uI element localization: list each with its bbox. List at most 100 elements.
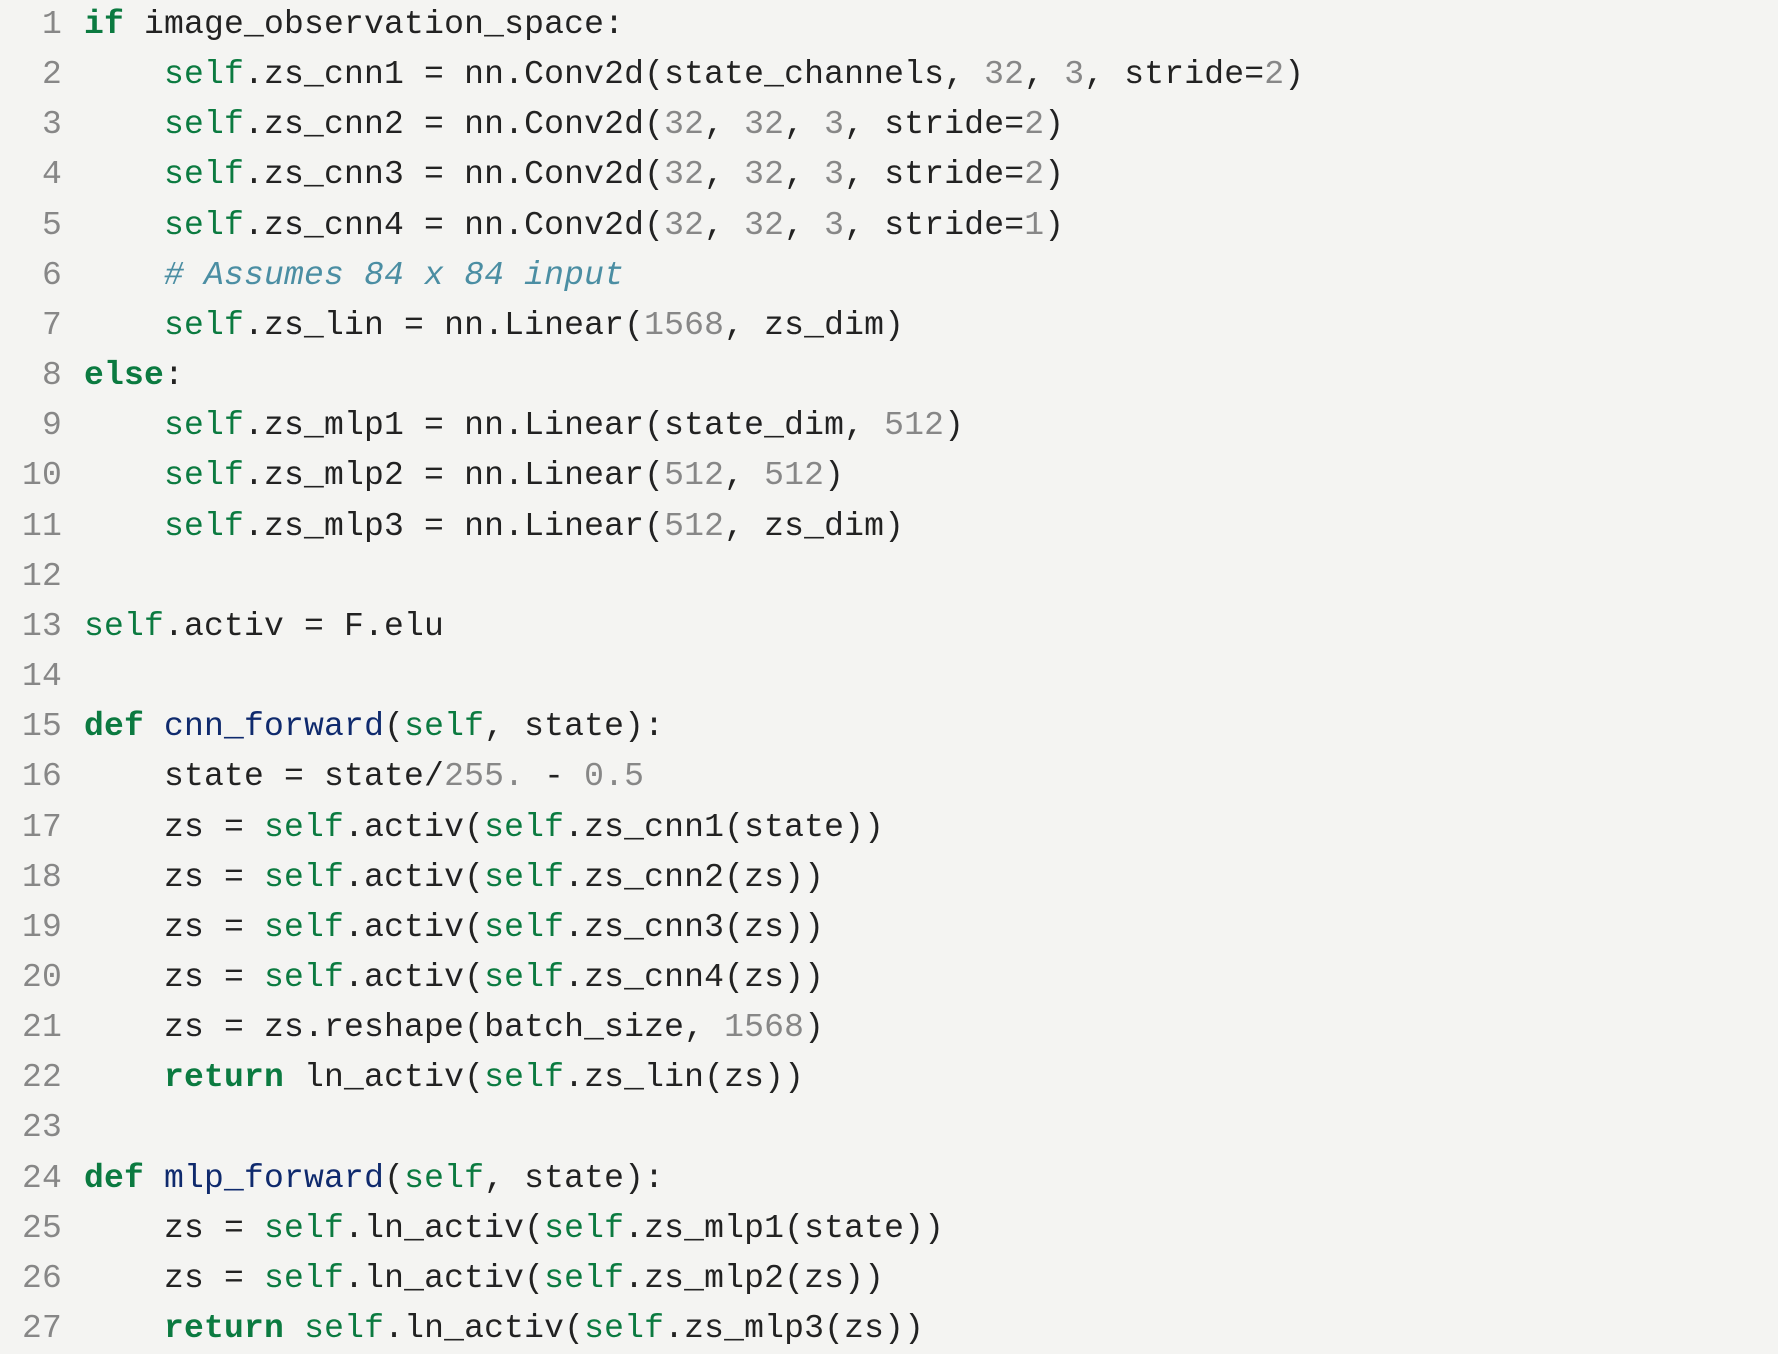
token-id: ): [1044, 207, 1064, 244]
token-self: self: [264, 959, 344, 996]
token-num: 512: [664, 508, 724, 545]
token-num: 1568: [724, 1009, 804, 1046]
line-number: 18: [0, 853, 84, 903]
code-content: zs = self.activ(self.zs_cnn1(state)): [84, 803, 1760, 853]
code-line: 10 self.zs_mlp2 = nn.Linear(512, 512): [0, 451, 1760, 501]
line-number: 11: [0, 502, 84, 552]
code-content: self.zs_mlp2 = nn.Linear(512, 512): [84, 451, 1760, 501]
token-id: zs =: [164, 859, 264, 896]
code-line: 9 self.zs_mlp1 = nn.Linear(state_dim, 51…: [0, 401, 1760, 451]
code-line: 4 self.zs_cnn3 = nn.Conv2d(32, 32, 3, st…: [0, 150, 1760, 200]
token-id: .zs_cnn3(zs)): [564, 909, 824, 946]
token-num: 32: [664, 207, 704, 244]
token-id: ): [804, 1009, 824, 1046]
token-self: self: [264, 909, 344, 946]
line-number: 9: [0, 401, 84, 451]
token-num: 512: [884, 407, 944, 444]
code-content: self.zs_lin = nn.Linear(1568, zs_dim): [84, 301, 1760, 351]
token-id: zs =: [164, 1260, 264, 1297]
token-id: , stride=: [844, 106, 1024, 143]
token-id: [144, 708, 164, 745]
indent: [84, 859, 164, 896]
code-content: zs = self.activ(self.zs_cnn4(zs)): [84, 953, 1760, 1003]
token-id: ln_activ(: [284, 1059, 484, 1096]
token-num: 2: [1024, 106, 1044, 143]
indent: [84, 1310, 164, 1347]
line-number: 3: [0, 100, 84, 150]
code-line: 12: [0, 552, 1760, 602]
token-id: ,: [784, 106, 824, 143]
token-num: 32: [744, 156, 784, 193]
token-id: .zs_cnn2(zs)): [564, 859, 824, 896]
code-content: def mlp_forward(self, state):: [84, 1154, 1760, 1204]
code-content: # Assumes 84 x 84 input: [84, 251, 1760, 301]
token-id: (: [384, 1160, 404, 1197]
token-self: self: [164, 457, 244, 494]
token-self: self: [544, 1260, 624, 1297]
token-id: .zs_cnn4(zs)): [564, 959, 824, 996]
token-id: .zs_lin(zs)): [564, 1059, 804, 1096]
code-line: 15def cnn_forward(self, state):: [0, 702, 1760, 752]
code-content: zs = self.activ(self.zs_cnn3(zs)): [84, 903, 1760, 953]
token-id: .zs_mlp3(zs)): [664, 1310, 924, 1347]
code-content: if image_observation_space:: [84, 0, 1760, 50]
code-line: 5 self.zs_cnn4 = nn.Conv2d(32, 32, 3, st…: [0, 201, 1760, 251]
code-line: 1if image_observation_space:: [0, 0, 1760, 50]
token-fn: cnn_forward: [164, 708, 384, 745]
code-content: self.zs_cnn1 = nn.Conv2d(state_channels,…: [84, 50, 1760, 100]
code-line: 8else:: [0, 351, 1760, 401]
token-id: .activ(: [344, 859, 484, 896]
code-line: 2 self.zs_cnn1 = nn.Conv2d(state_channel…: [0, 50, 1760, 100]
token-num: 3: [824, 207, 844, 244]
token-self: self: [544, 1210, 624, 1247]
token-id: .zs_mlp3 = nn.Linear(: [244, 508, 664, 545]
line-number: 27: [0, 1304, 84, 1354]
token-id: state = state/: [164, 758, 444, 795]
token-num: 0.5: [584, 758, 644, 795]
indent: [84, 207, 164, 244]
token-id: .activ(: [344, 959, 484, 996]
code-content: [84, 652, 1760, 702]
token-id: .zs_mlp1 = nn.Linear(state_dim,: [244, 407, 884, 444]
token-id: .zs_mlp2 = nn.Linear(: [244, 457, 664, 494]
indent: [84, 909, 164, 946]
token-id: .activ(: [344, 809, 484, 846]
line-number: 19: [0, 903, 84, 953]
code-content: else:: [84, 351, 1760, 401]
token-num: 32: [744, 207, 784, 244]
token-self: self: [164, 56, 244, 93]
token-num: 3: [824, 156, 844, 193]
code-line: 27 return self.ln_activ(self.zs_mlp3(zs)…: [0, 1304, 1760, 1354]
token-self: self: [264, 1260, 344, 1297]
code-line: 23: [0, 1103, 1760, 1153]
code-line: 6 # Assumes 84 x 84 input: [0, 251, 1760, 301]
token-id: zs = zs.reshape(batch_size,: [164, 1009, 724, 1046]
indent: [84, 156, 164, 193]
indent: [84, 508, 164, 545]
token-id: zs =: [164, 809, 264, 846]
indent: [84, 1009, 164, 1046]
token-self: self: [164, 156, 244, 193]
code-content: self.zs_cnn4 = nn.Conv2d(32, 32, 3, stri…: [84, 201, 1760, 251]
code-content: self.zs_cnn3 = nn.Conv2d(32, 32, 3, stri…: [84, 150, 1760, 200]
line-number: 26: [0, 1254, 84, 1304]
token-id: -: [524, 758, 584, 795]
line-number: 2: [0, 50, 84, 100]
token-id: ,: [1024, 56, 1064, 93]
token-id: .ln_activ(: [384, 1310, 584, 1347]
code-content: [84, 1103, 1760, 1153]
token-num: 1: [1024, 207, 1044, 244]
token-kw: return: [164, 1059, 284, 1096]
token-self: self: [264, 809, 344, 846]
token-num: 3: [1064, 56, 1084, 93]
code-line: 25 zs = self.ln_activ(self.zs_mlp1(state…: [0, 1204, 1760, 1254]
token-id: .activ(: [344, 909, 484, 946]
code-line: 20 zs = self.activ(self.zs_cnn4(zs)): [0, 953, 1760, 1003]
token-id: ,: [784, 207, 824, 244]
code-content: self.zs_mlp1 = nn.Linear(state_dim, 512): [84, 401, 1760, 451]
token-self: self: [164, 207, 244, 244]
indent: [84, 809, 164, 846]
code-line: 3 self.zs_cnn2 = nn.Conv2d(32, 32, 3, st…: [0, 100, 1760, 150]
token-id: .zs_mlp2(zs)): [624, 1260, 884, 1297]
indent: [84, 1059, 164, 1096]
